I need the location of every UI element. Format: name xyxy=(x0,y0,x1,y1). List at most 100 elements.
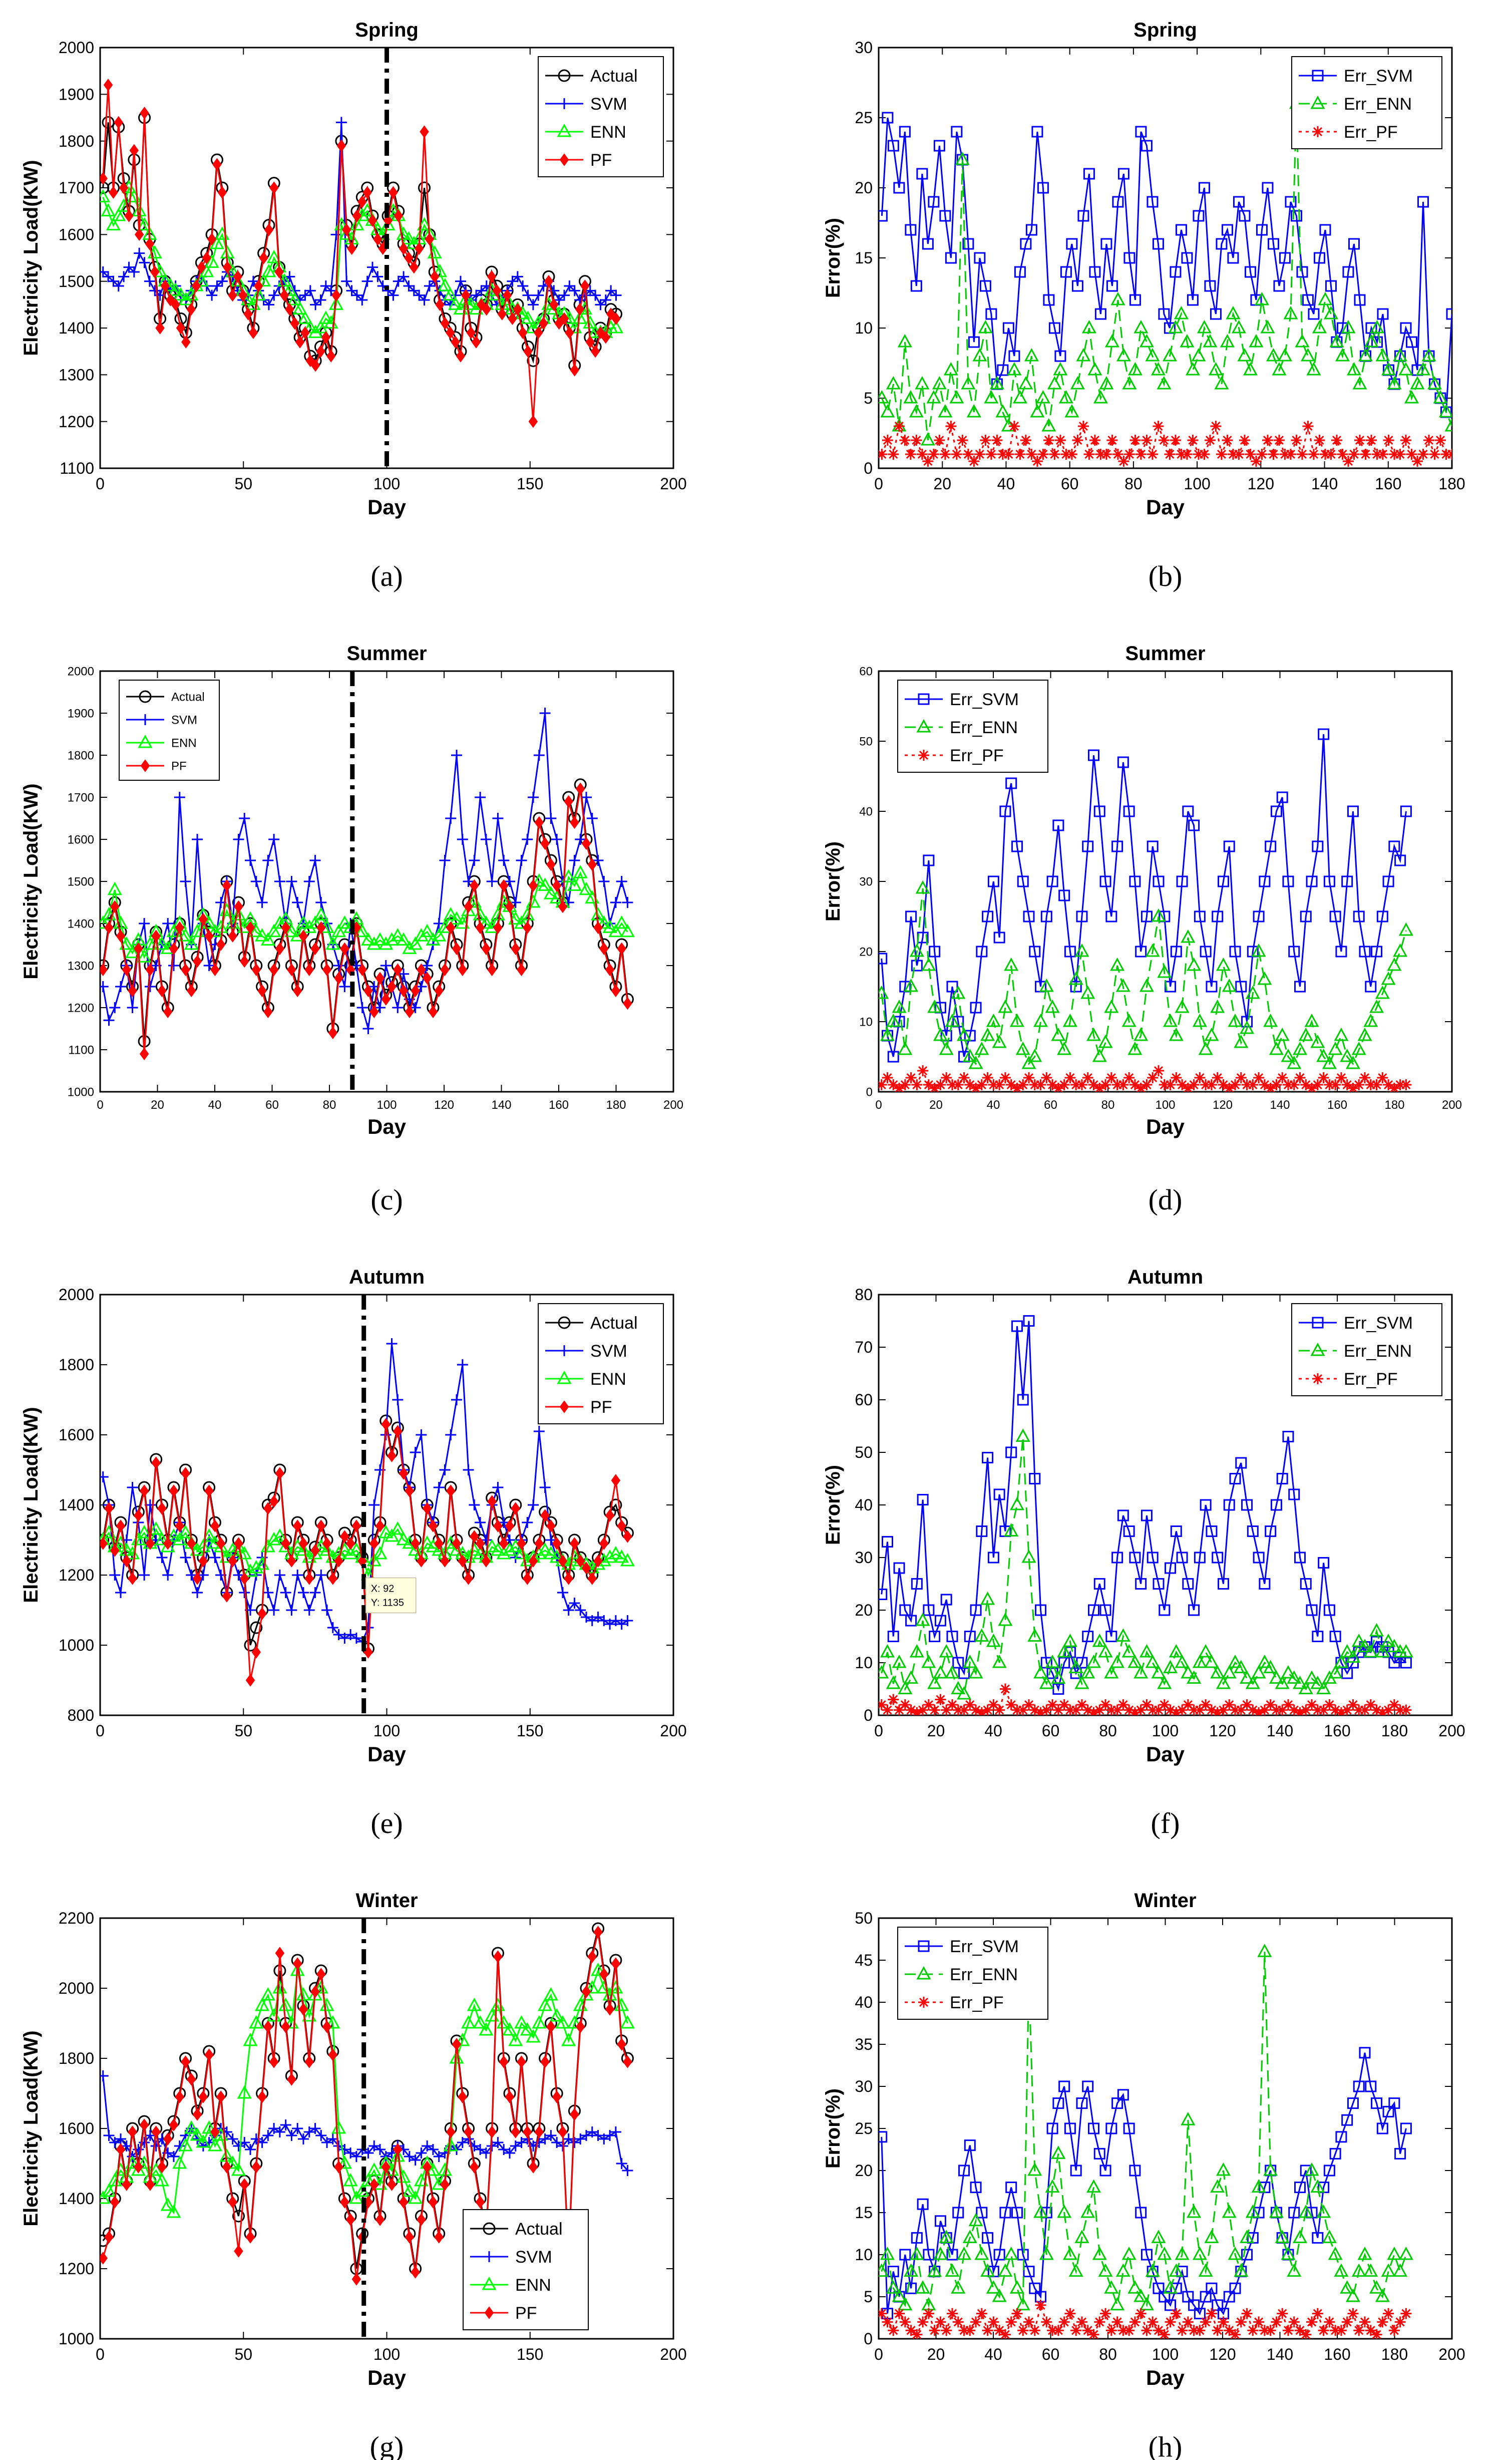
legend-marker xyxy=(1310,95,1325,109)
data-point-err-pf xyxy=(1058,2316,1070,2328)
data-point-err-svm xyxy=(1371,946,1383,958)
data-point-err-pf xyxy=(911,2329,923,2339)
data-point-pf xyxy=(217,186,227,199)
legend-label: ENN xyxy=(171,737,197,750)
data-point-pf xyxy=(399,242,409,255)
data-point-pf xyxy=(275,1467,285,1480)
data-point-err-enn xyxy=(1334,1027,1349,1041)
data-point-pf xyxy=(513,302,523,316)
data-point-svm xyxy=(622,897,633,908)
data-point-err-pf xyxy=(1159,1699,1170,1710)
data-point-pf xyxy=(240,2178,249,2191)
data-point-err-enn xyxy=(1287,1055,1302,1069)
data-point-enn xyxy=(385,1528,400,1542)
data-point-enn xyxy=(417,217,432,231)
data-point-err-enn xyxy=(1181,2112,1196,2125)
data-point-err-pf xyxy=(1047,1079,1058,1090)
data-point-enn xyxy=(437,2162,453,2176)
data-point-err-pf xyxy=(1377,1707,1388,1715)
data-point-err-pf xyxy=(1342,456,1354,467)
data-point-svm xyxy=(286,2130,297,2141)
data-point-svm xyxy=(522,834,533,845)
data-point-err-enn xyxy=(1357,1639,1372,1652)
data-point-err-pf xyxy=(1324,1079,1335,1090)
data-point-err-pf xyxy=(1383,435,1394,446)
data-point-pf xyxy=(452,1537,462,1550)
data-point-svm xyxy=(351,289,362,301)
data-point-enn xyxy=(178,1524,193,1539)
data-point-err-pf xyxy=(1035,2299,1046,2311)
data-point-svm xyxy=(297,2133,309,2144)
data-point-err-enn xyxy=(1070,376,1085,390)
data-point-err-svm xyxy=(1306,875,1318,887)
data-point-err-pf xyxy=(1227,449,1239,460)
data-point-err-pf xyxy=(951,449,962,460)
data-point-err-svm xyxy=(1348,238,1360,250)
data-point-err-enn xyxy=(1398,1644,1413,1658)
data-point-err-pf xyxy=(1206,2308,1217,2319)
data-point-svm xyxy=(108,275,119,287)
data-point-svm xyxy=(439,855,451,866)
data-point-err-pf xyxy=(1023,1699,1035,1710)
data-point-err-pf xyxy=(1147,449,1158,460)
data-point-pf xyxy=(387,2178,397,2191)
data-point-pf xyxy=(367,214,377,227)
data-point-enn xyxy=(325,936,340,950)
data-point-pf xyxy=(187,1537,196,1550)
data-point-err-pf xyxy=(962,449,974,460)
data-point-svm xyxy=(211,280,223,291)
data-point-pf xyxy=(434,1537,444,1550)
data-point-err-enn xyxy=(1228,2246,1243,2260)
data-point-err-enn xyxy=(1251,2179,1266,2193)
data-point-err-enn xyxy=(1062,1013,1077,1027)
data-point-err-enn xyxy=(1249,334,1264,348)
data-point-svm xyxy=(362,1023,374,1034)
data-point-err-pf xyxy=(888,1079,899,1090)
data-point-enn xyxy=(137,1524,152,1539)
data-point-svm xyxy=(366,261,378,273)
data-point-err-pf xyxy=(1353,2325,1365,2336)
legend-label: PF xyxy=(590,151,612,170)
data-point-err-enn xyxy=(1316,2204,1331,2218)
data-point-err-svm xyxy=(1400,805,1412,817)
data-point-err-svm xyxy=(1082,2080,1094,2092)
data-point-err-pf xyxy=(1171,1707,1182,1715)
data-point-err-enn xyxy=(1051,1670,1066,1684)
data-point-err-pf xyxy=(1118,456,1129,467)
data-point-err-enn xyxy=(961,376,976,390)
data-point-err-pf xyxy=(1318,2325,1329,2336)
data-point-svm xyxy=(610,897,621,908)
data-point-enn xyxy=(532,873,547,887)
data-point-pf xyxy=(233,270,243,283)
data-point-err-pf xyxy=(1235,2316,1247,2328)
data-point-err-svm xyxy=(1262,182,1274,194)
data-point-enn xyxy=(455,915,470,929)
data-point-enn xyxy=(184,2120,199,2134)
data-point-svm xyxy=(374,2144,386,2155)
data-point-pf xyxy=(240,1572,249,1585)
data-point-err-pf xyxy=(1070,2325,1082,2336)
data-point-err-pf xyxy=(1082,1072,1093,1083)
data-point-err-pf xyxy=(894,1704,905,1715)
data-point-err-svm xyxy=(911,1578,923,1590)
legend-label: Actual xyxy=(171,691,205,704)
data-point-err-pf xyxy=(1035,1707,1046,1715)
y-tick-label: 25 xyxy=(855,2119,873,2137)
data-point-err-pf xyxy=(929,1083,940,1092)
data-point-err-pf xyxy=(1277,2308,1288,2319)
data-point-enn xyxy=(132,203,147,217)
data-point-err-svm xyxy=(999,2207,1011,2219)
data-point-svm xyxy=(545,2130,557,2141)
data-point-err-enn xyxy=(1169,1644,1184,1658)
data-point-pf xyxy=(487,2125,497,2138)
data-point-err-svm xyxy=(1223,1499,1235,1511)
data-point-err-svm xyxy=(934,1615,946,1627)
data-point-err-pf xyxy=(1210,421,1222,432)
data-point-err-pf xyxy=(1123,1704,1135,1715)
legend-marker xyxy=(916,1966,931,1980)
data-point-err-svm xyxy=(1071,280,1083,292)
data-point-pf xyxy=(151,2125,161,2138)
data-point-err-enn xyxy=(951,2280,966,2294)
data-point-pf xyxy=(310,359,320,372)
